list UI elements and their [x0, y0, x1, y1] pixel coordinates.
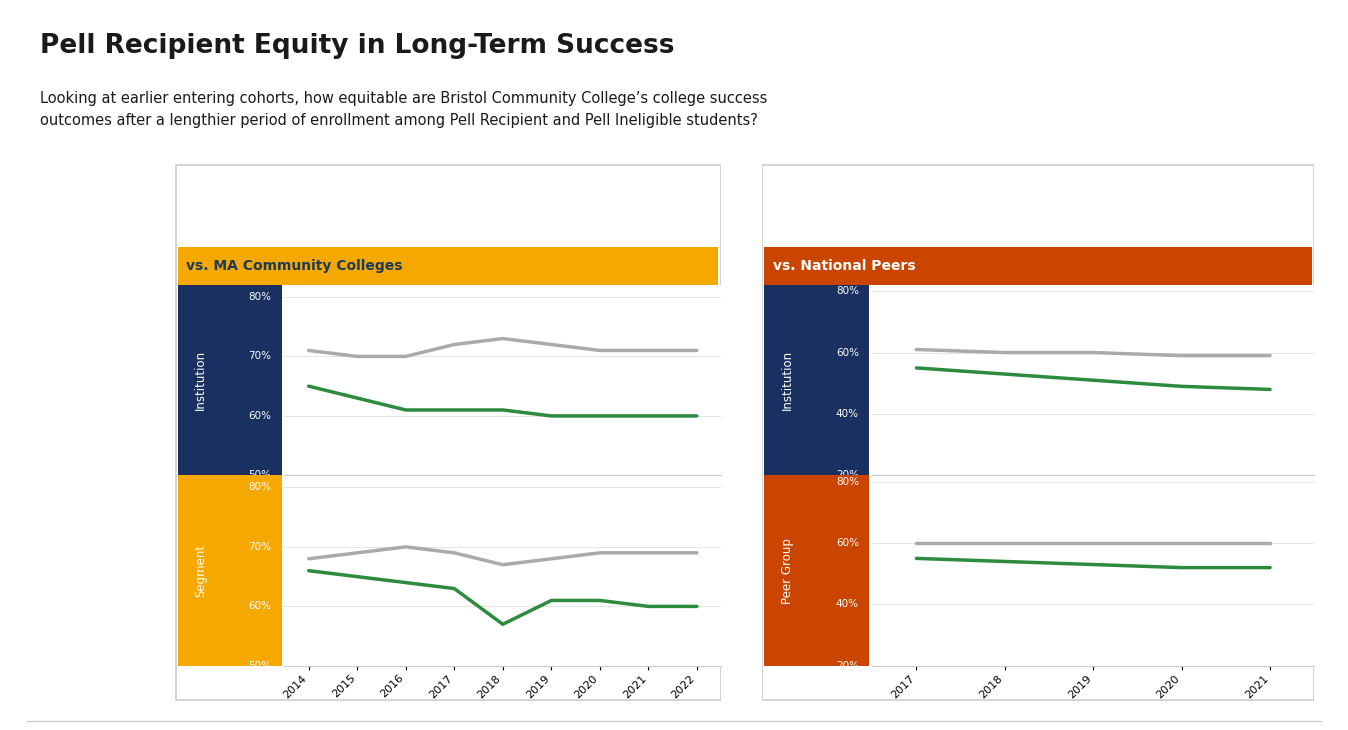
Text: Eight-Year Comprehensive: Eight-Year Comprehensive [772, 169, 1018, 186]
Text: 70%: 70% [248, 542, 271, 552]
Text: 60%: 60% [836, 347, 859, 358]
Text: ?: ? [1247, 175, 1264, 190]
Text: 40%: 40% [836, 409, 859, 419]
Text: 80%: 80% [248, 292, 271, 302]
FancyBboxPatch shape [764, 247, 1312, 285]
Text: 80%: 80% [248, 483, 271, 492]
FancyBboxPatch shape [175, 165, 721, 700]
Text: 70%: 70% [248, 351, 271, 361]
Text: 60%: 60% [836, 538, 859, 548]
Text: Institution: Institution [780, 350, 794, 410]
Text: 60%: 60% [248, 411, 271, 421]
Text: 50%: 50% [248, 661, 271, 671]
Text: 80%: 80% [836, 286, 859, 296]
Text: 80%: 80% [836, 477, 859, 487]
Text: Institution: Institution [194, 350, 208, 410]
Text: Looking at earlier entering cohorts, how equitable are Bristol Community College: Looking at earlier entering cohorts, how… [40, 91, 768, 128]
Text: 20%: 20% [836, 470, 859, 480]
Text: Student Success (IPEDS Model): Student Success (IPEDS Model) [772, 204, 1066, 222]
Text: Six-Year Comprehensive Student: Six-Year Comprehensive Student [186, 169, 492, 186]
FancyBboxPatch shape [178, 285, 282, 475]
Text: Peer Group: Peer Group [780, 538, 794, 604]
Text: 50%: 50% [248, 470, 271, 480]
Text: Success (VFA Model): Success (VFA Model) [186, 204, 379, 222]
Text: Pell Recipient Equity in Long-Term Success: Pell Recipient Equity in Long-Term Succe… [40, 33, 675, 59]
FancyBboxPatch shape [178, 247, 718, 285]
FancyBboxPatch shape [178, 475, 282, 666]
Text: 20%: 20% [836, 661, 859, 671]
Text: 60%: 60% [248, 602, 271, 612]
Text: 40%: 40% [836, 599, 859, 610]
FancyBboxPatch shape [764, 475, 869, 666]
Text: ?: ? [654, 175, 673, 190]
FancyBboxPatch shape [764, 285, 869, 475]
Text: vs. MA Community Colleges: vs. MA Community Colleges [186, 259, 403, 273]
FancyBboxPatch shape [762, 165, 1314, 700]
Text: Segment: Segment [194, 544, 208, 597]
Text: vs. National Peers: vs. National Peers [772, 259, 915, 273]
